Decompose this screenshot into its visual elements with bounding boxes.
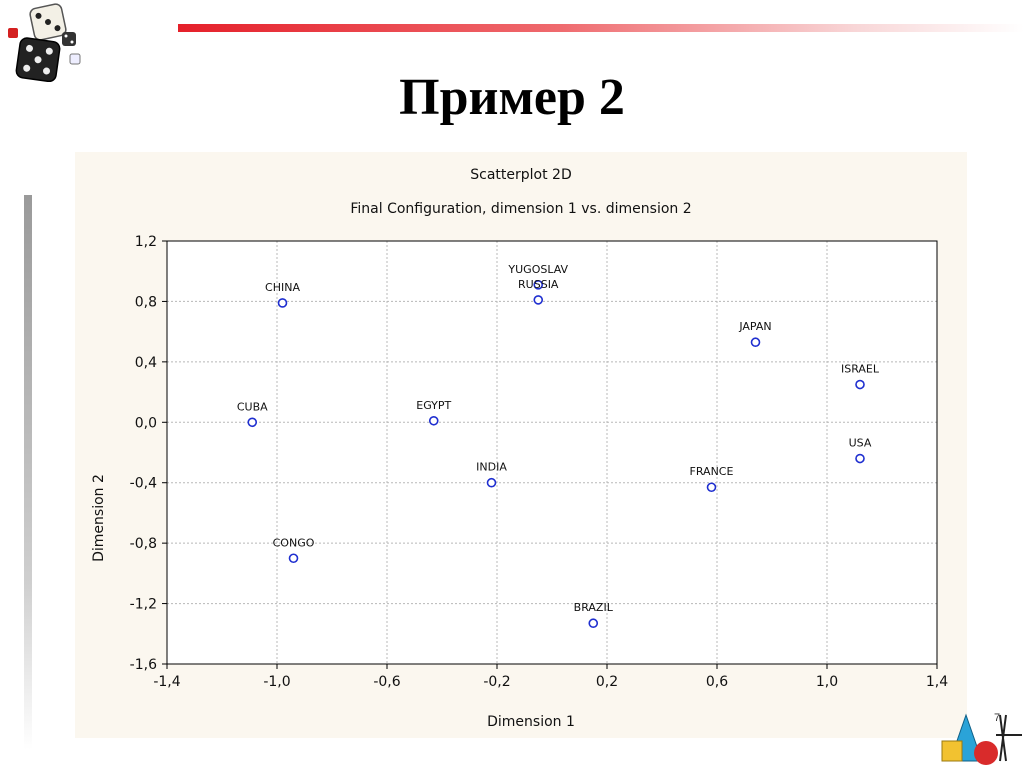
x-tick-label: 0,6 <box>706 674 728 690</box>
data-point <box>533 280 544 290</box>
chart-panel: Scatterplot 2D Final Configuration, dime… <box>75 152 967 738</box>
point-label: CONGO <box>273 536 315 549</box>
x-tick-label: 1,0 <box>816 674 838 690</box>
slide-title: Пример 2 <box>399 69 625 126</box>
x-tick-label: -1,0 <box>263 674 290 690</box>
left-divider <box>24 195 32 750</box>
point-label: YUGOSLAV <box>507 263 568 276</box>
plot-frame <box>166 240 938 665</box>
chart-subtitle: Final Configuration, dimension 1 vs. dim… <box>350 201 691 217</box>
y-tick-label: -0,8 <box>130 536 157 552</box>
x-tick-label: 0,2 <box>596 674 618 690</box>
point-label: CHINA <box>265 281 300 294</box>
point-label: FRANCE <box>690 465 734 478</box>
point-label: ISRAEL <box>841 363 880 376</box>
point-label: EGYPT <box>416 399 451 412</box>
y-tick-label: -1,2 <box>130 597 157 613</box>
title-accent-bar <box>178 24 1024 32</box>
point-label: INDIA <box>476 461 507 474</box>
x-tick-label: 1,4 <box>926 674 948 690</box>
y-tick-label: 0,8 <box>135 294 157 310</box>
x-axis-label: Dimension 1 <box>487 714 575 730</box>
data-point <box>750 337 761 348</box>
point-label: BRAZIL <box>574 601 614 614</box>
y-tick-label: 1,2 <box>135 234 157 250</box>
svg-text:7: 7 <box>994 712 1000 724</box>
y-tick-label: 0,0 <box>135 415 157 431</box>
y-tick-label: -1,6 <box>130 657 157 673</box>
data-point <box>277 298 288 308</box>
data-point <box>855 379 865 390</box>
data-point <box>428 415 439 426</box>
data-point <box>588 618 599 629</box>
y-axis-label: Dimension 2 <box>91 474 107 562</box>
x-tick-label: -1,4 <box>153 674 180 690</box>
data-point <box>533 295 544 305</box>
y-tick-label: -0,4 <box>130 476 157 492</box>
x-tick-label: -0,2 <box>483 674 510 690</box>
plot-area: -1,4 -1,0 -0,6 -0,2 0,2 0,6 1,0 1,4 1,2 0,8 0,4 0,0… <box>130 234 949 690</box>
chart-title: Scatterplot 2D <box>470 167 571 183</box>
geometry-shapes-icon: 7 <box>941 712 1022 765</box>
point-label: CUBA <box>237 400 268 413</box>
data-point <box>706 482 717 493</box>
plot-background <box>167 241 937 664</box>
scatter-chart: Scatterplot 2D Final Configuration, dime… <box>91 167 949 730</box>
dice-icon <box>8 3 81 82</box>
point-label: RUSSIA <box>518 278 559 291</box>
x-tick-label: -0,6 <box>373 674 400 690</box>
point-label: JAPAN <box>738 320 771 333</box>
y-tick-label: 0,4 <box>135 355 157 371</box>
data-point <box>288 553 299 564</box>
data-point <box>247 417 258 428</box>
point-label: USA <box>849 437 872 450</box>
data-point <box>486 477 497 488</box>
data-point <box>855 453 865 464</box>
